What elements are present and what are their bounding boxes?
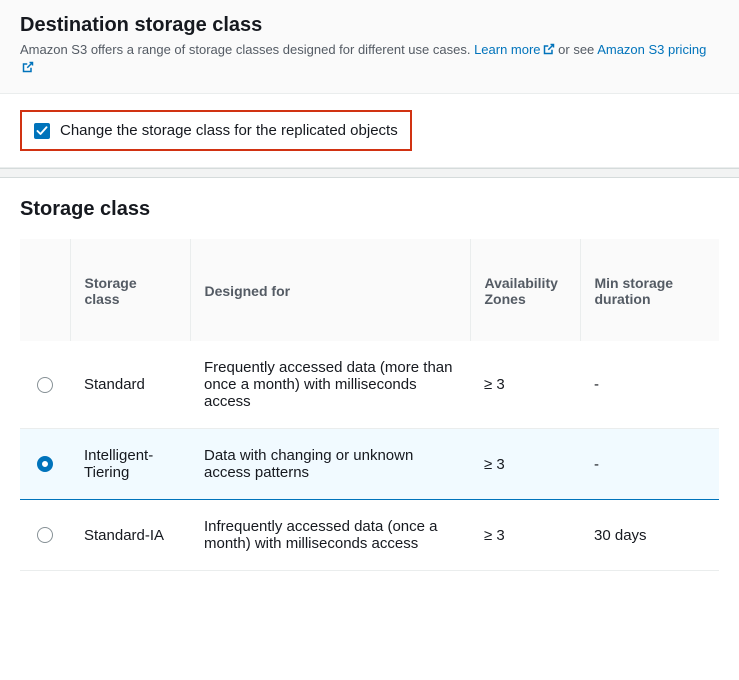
header-description: Amazon S3 offers a range of storage clas… bbox=[20, 41, 719, 77]
cell-designed: Frequently accessed data (more than once… bbox=[190, 341, 470, 429]
header-min-duration: Min storage duration bbox=[580, 239, 719, 341]
cell-name: Intelligent-Tiering bbox=[70, 429, 190, 500]
panel-title: Storage class bbox=[20, 198, 719, 221]
section-divider bbox=[0, 168, 739, 178]
header-designed-for: Designed for bbox=[190, 239, 470, 341]
radio-intelligent-tiering[interactable] bbox=[37, 456, 53, 472]
cell-min: 30 days bbox=[580, 500, 719, 571]
cell-min: - bbox=[580, 429, 719, 500]
table-row[interactable]: Standard Frequently accessed data (more … bbox=[20, 341, 719, 429]
check-icon bbox=[36, 125, 48, 137]
cell-az: ≥ 3 bbox=[470, 500, 580, 571]
cell-designed: Infrequently accessed data (once a month… bbox=[190, 500, 470, 571]
destination-storage-header: Destination storage class Amazon S3 offe… bbox=[0, 0, 739, 94]
storage-class-panel: Storage class Storage class Designed for… bbox=[0, 178, 739, 571]
cell-name: Standard-IA bbox=[70, 500, 190, 571]
cell-name: Standard bbox=[70, 341, 190, 429]
table-row[interactable]: Intelligent-Tiering Data with changing o… bbox=[20, 429, 719, 500]
checkbox-label: Change the storage class for the replica… bbox=[60, 122, 398, 139]
cell-designed: Data with changing or unknown access pat… bbox=[190, 429, 470, 500]
learn-more-link[interactable]: Learn more bbox=[474, 42, 554, 57]
table-row[interactable]: Standard-IA Infrequently accessed data (… bbox=[20, 500, 719, 571]
highlight-box: Change the storage class for the replica… bbox=[20, 110, 412, 151]
checkbox-section: Change the storage class for the replica… bbox=[0, 94, 739, 168]
header-radio bbox=[20, 239, 70, 341]
cell-min: - bbox=[580, 341, 719, 429]
storage-class-table-wrap: Storage class Designed for Availability … bbox=[20, 239, 719, 571]
change-storage-checkbox[interactable] bbox=[34, 123, 50, 139]
radio-standard[interactable] bbox=[37, 377, 53, 393]
header-title: Destination storage class bbox=[20, 14, 719, 37]
cell-az: ≥ 3 bbox=[470, 341, 580, 429]
storage-class-table: Storage class Designed for Availability … bbox=[20, 239, 719, 571]
header-availability-zones: Availability Zones bbox=[470, 239, 580, 341]
cell-az: ≥ 3 bbox=[470, 429, 580, 500]
external-link-icon bbox=[543, 43, 555, 55]
radio-standard-ia[interactable] bbox=[37, 527, 53, 543]
external-link-icon bbox=[22, 61, 34, 73]
header-storage-class: Storage class bbox=[70, 239, 190, 341]
